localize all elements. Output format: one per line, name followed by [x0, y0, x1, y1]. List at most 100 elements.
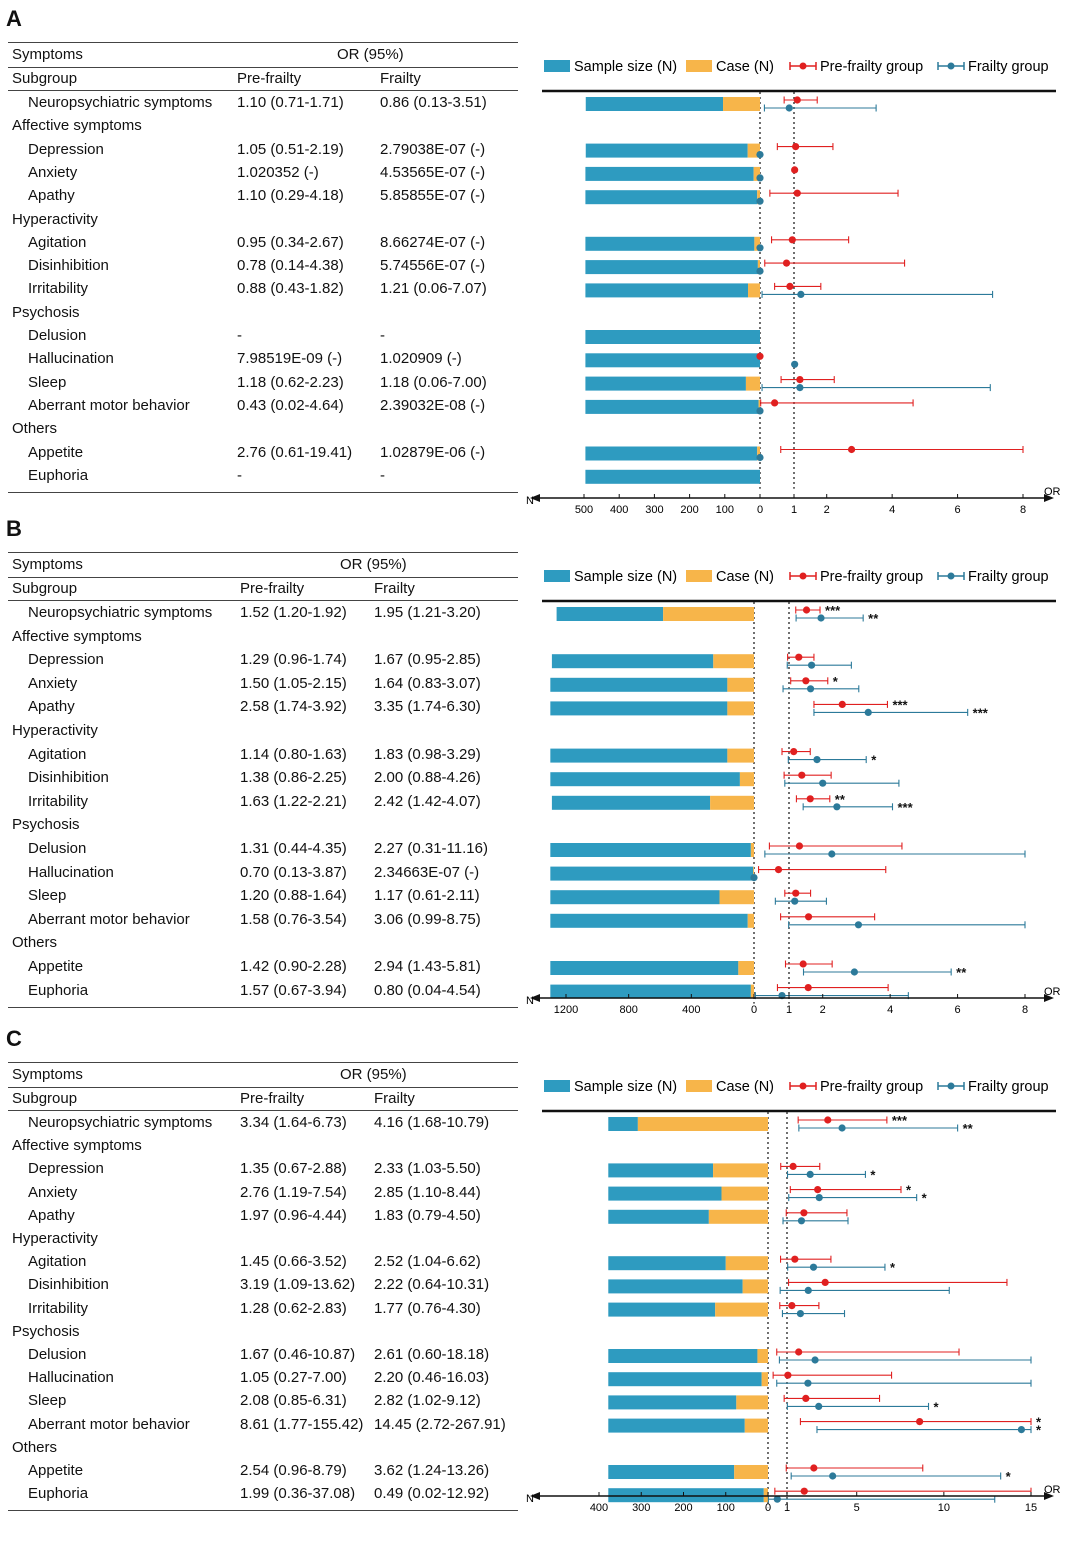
point-pre — [774, 282, 822, 290]
point-pre — [774, 1487, 1032, 1495]
n-tick-label: 400 — [682, 1004, 700, 1016]
point-frail — [816, 1426, 1032, 1434]
table-header-rule — [8, 600, 518, 601]
bar-sample — [556, 607, 664, 621]
bar-sample — [550, 772, 740, 787]
point-frail — [756, 267, 764, 275]
legend-label-sample: Sample size (N) — [574, 1079, 677, 1095]
axis-n-label: N — [526, 995, 534, 1007]
point-frail — [813, 708, 969, 716]
row-name: Disinhibition — [28, 257, 109, 275]
table-mid-rule — [8, 67, 518, 68]
header-prefrailty: Pre-frailty — [240, 580, 305, 597]
row-pre-or: 1.29 (0.96-1.74) — [240, 651, 347, 669]
row-frail-or: 1.67 (0.95-2.85) — [374, 651, 481, 669]
point-pre — [797, 1116, 888, 1124]
row-name: Agitation — [28, 1253, 87, 1271]
n-tick-label: 200 — [680, 504, 698, 516]
significance-mark: *** — [892, 1113, 908, 1128]
point-pre — [772, 1371, 893, 1379]
row-name: Euphoria — [28, 1485, 89, 1503]
row-pre-or: 2.76 (0.61-19.41) — [237, 443, 353, 461]
bar-sample — [550, 701, 728, 716]
row-name: Anxiety — [28, 1183, 78, 1201]
bar-sample — [608, 1256, 726, 1271]
header-frailty: Frailty — [374, 1090, 415, 1107]
bar-sample — [551, 654, 714, 669]
row-pre-or: 0.78 (0.14-4.38) — [237, 257, 344, 275]
bar-case — [747, 913, 754, 928]
legend: Sample size (N) Case (N) Pre-frailty group… — [544, 1079, 1049, 1095]
significance-mark: * — [1006, 1469, 1012, 1484]
row-name: Delusion — [28, 840, 87, 857]
row-name: Euphoria — [28, 981, 89, 999]
point-frail — [784, 779, 900, 787]
row-name: Hyperactivity — [12, 722, 98, 739]
bar-case — [721, 1186, 768, 1201]
bar-case — [757, 1349, 768, 1363]
bar-sample — [608, 1209, 709, 1224]
row-pre-or: 2.54 (0.96-8.79) — [240, 1462, 347, 1479]
bar-case — [761, 1372, 768, 1387]
row-frail-or: 1.77 (0.76-4.30) — [374, 1299, 481, 1317]
header-subgroup: Subgroup — [12, 1090, 78, 1107]
bottom-axis — [530, 494, 1054, 502]
point-pre — [768, 842, 903, 850]
table-top-rule — [8, 552, 518, 553]
point-frail — [781, 1310, 846, 1318]
legend-marker-frail — [937, 62, 965, 70]
point-pre — [785, 1464, 924, 1472]
legend-label-pre: Pre-frailty group — [820, 569, 923, 585]
bar-sample — [608, 1302, 716, 1317]
point-pre — [771, 236, 850, 244]
point-pre — [769, 189, 899, 197]
row-name: Aberrant motor behavior — [28, 1415, 190, 1433]
row-pre-or: 1.14 (0.80-1.63) — [240, 745, 347, 763]
row-pre-or: 1.020352 (-) — [237, 163, 319, 181]
row-frail-or: 2.85 (1.10-8.44) — [374, 1183, 481, 1201]
point-pre — [783, 96, 818, 104]
or-tick-label: 1 — [786, 1004, 792, 1016]
point-frail — [782, 685, 860, 693]
bar-sample — [608, 1279, 743, 1294]
panel-label: C — [6, 1026, 22, 1051]
legend-marker-frail — [937, 572, 965, 580]
row-pre-or: 1.58 (0.76-3.54) — [240, 910, 347, 928]
bar-sample — [585, 190, 758, 205]
row-pre-or: 1.10 (0.71-1.71) — [237, 94, 344, 111]
chart-b: Sample size (N) Case (N) Pre-frailty group… — [526, 569, 1061, 1016]
bar-case — [713, 1163, 768, 1178]
row-pre-or: 1.63 (1.22-2.21) — [240, 792, 347, 810]
bar-case — [758, 399, 760, 414]
row-frail-or: 2.00 (0.88-4.26) — [374, 769, 481, 787]
panel-label: A — [6, 6, 22, 31]
point-frail — [802, 803, 894, 811]
point-pre — [780, 913, 876, 921]
or-tick-label: 10 — [938, 1502, 950, 1514]
significance-mark: ** — [868, 611, 879, 626]
bar-sample — [550, 913, 748, 928]
significance-mark: ** — [963, 1121, 974, 1136]
bar-case — [723, 97, 760, 111]
row-frail-or: 1.21 (0.06-7.07) — [380, 280, 487, 298]
point-frail — [761, 290, 994, 298]
point-frail — [786, 661, 852, 669]
row-frail-or: 0.49 (0.02-12.92) — [374, 1485, 490, 1503]
bar-sample — [585, 260, 758, 275]
point-pre — [789, 1186, 902, 1194]
bar-case — [727, 701, 754, 716]
header-or: OR (95%) — [340, 1066, 407, 1083]
row-pre-or: - — [237, 466, 242, 484]
row-name: Apathy — [28, 1206, 75, 1224]
legend-swatch-sample — [544, 60, 570, 72]
row-pre-or: 3.34 (1.64-6.73) — [240, 1114, 347, 1131]
row-frail-or: 1.83 (0.79-4.50) — [374, 1206, 481, 1224]
row-pre-or: 2.76 (1.19-7.54) — [240, 1183, 347, 1201]
row-name: Apathy — [28, 187, 75, 205]
bar-sample — [551, 795, 711, 810]
n-tick-label: 800 — [619, 1004, 637, 1016]
row-pre-or: - — [237, 327, 242, 344]
point-pre — [780, 1162, 821, 1170]
table-bottom-rule — [8, 1007, 518, 1009]
row-pre-or: 1.67 (0.46-10.87) — [240, 1346, 356, 1363]
